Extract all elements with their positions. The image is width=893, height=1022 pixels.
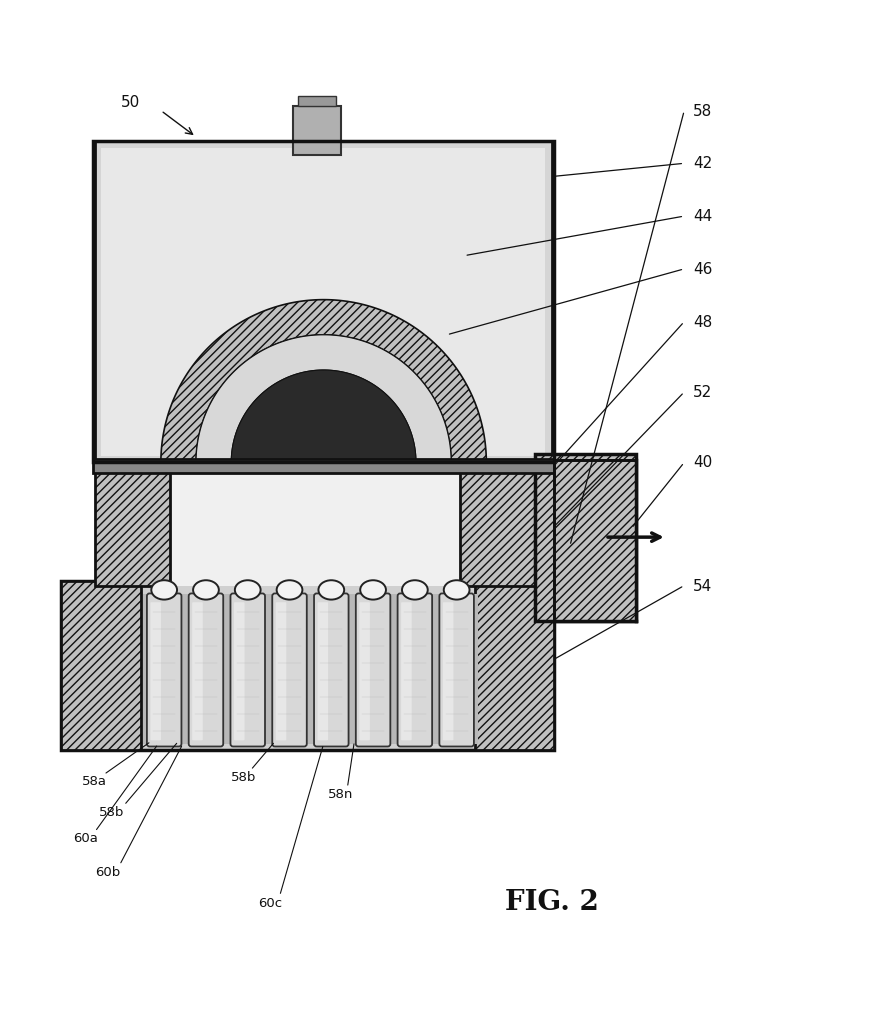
Bar (101, 149, 545, 457)
Ellipse shape (277, 580, 302, 600)
FancyBboxPatch shape (313, 594, 348, 747)
Bar (297, 97, 336, 106)
Ellipse shape (151, 580, 177, 600)
Bar (93, 459, 554, 473)
Text: 60a: 60a (73, 832, 97, 845)
Polygon shape (161, 300, 486, 463)
Text: 60c: 60c (257, 896, 281, 910)
Bar (170, 470, 460, 586)
Text: 46: 46 (693, 262, 712, 277)
Text: 40: 40 (693, 455, 712, 470)
FancyBboxPatch shape (276, 602, 286, 741)
Bar (95, 142, 552, 463)
FancyBboxPatch shape (401, 602, 412, 741)
Text: 54: 54 (693, 578, 712, 593)
Text: 58b: 58b (231, 771, 256, 783)
Text: 58a: 58a (81, 775, 106, 788)
Bar (293, 106, 341, 155)
Text: 58b: 58b (99, 805, 125, 819)
Bar (95, 470, 170, 586)
FancyBboxPatch shape (397, 594, 432, 747)
FancyBboxPatch shape (355, 594, 390, 747)
Polygon shape (196, 335, 451, 463)
Text: 60b: 60b (95, 866, 120, 878)
FancyBboxPatch shape (439, 594, 473, 747)
Ellipse shape (193, 580, 219, 600)
Bar (62, 582, 140, 750)
Text: 48: 48 (693, 315, 712, 329)
Bar (534, 454, 636, 621)
Ellipse shape (318, 580, 344, 600)
Bar (475, 582, 554, 750)
FancyBboxPatch shape (150, 602, 161, 741)
Ellipse shape (235, 580, 261, 600)
Bar (143, 595, 477, 744)
Bar (460, 470, 534, 586)
Text: 52: 52 (693, 385, 712, 400)
Bar (554, 460, 636, 621)
Ellipse shape (360, 580, 386, 600)
Text: 42: 42 (693, 156, 712, 172)
FancyBboxPatch shape (359, 602, 370, 741)
Text: FIG. 2: FIG. 2 (505, 889, 599, 916)
Text: 50: 50 (121, 95, 140, 109)
Text: 58n: 58n (328, 788, 353, 801)
FancyBboxPatch shape (234, 602, 245, 741)
FancyBboxPatch shape (317, 602, 328, 741)
Bar (161, 463, 486, 467)
FancyBboxPatch shape (443, 602, 453, 741)
FancyBboxPatch shape (188, 594, 223, 747)
FancyBboxPatch shape (192, 602, 203, 741)
FancyBboxPatch shape (146, 594, 181, 747)
Text: 58: 58 (693, 103, 712, 119)
FancyBboxPatch shape (272, 594, 306, 747)
Ellipse shape (402, 580, 428, 600)
Ellipse shape (444, 580, 469, 600)
Bar (93, 142, 554, 463)
Bar (62, 582, 554, 750)
Text: 44: 44 (693, 208, 712, 224)
Polygon shape (231, 370, 416, 463)
FancyBboxPatch shape (230, 594, 265, 747)
